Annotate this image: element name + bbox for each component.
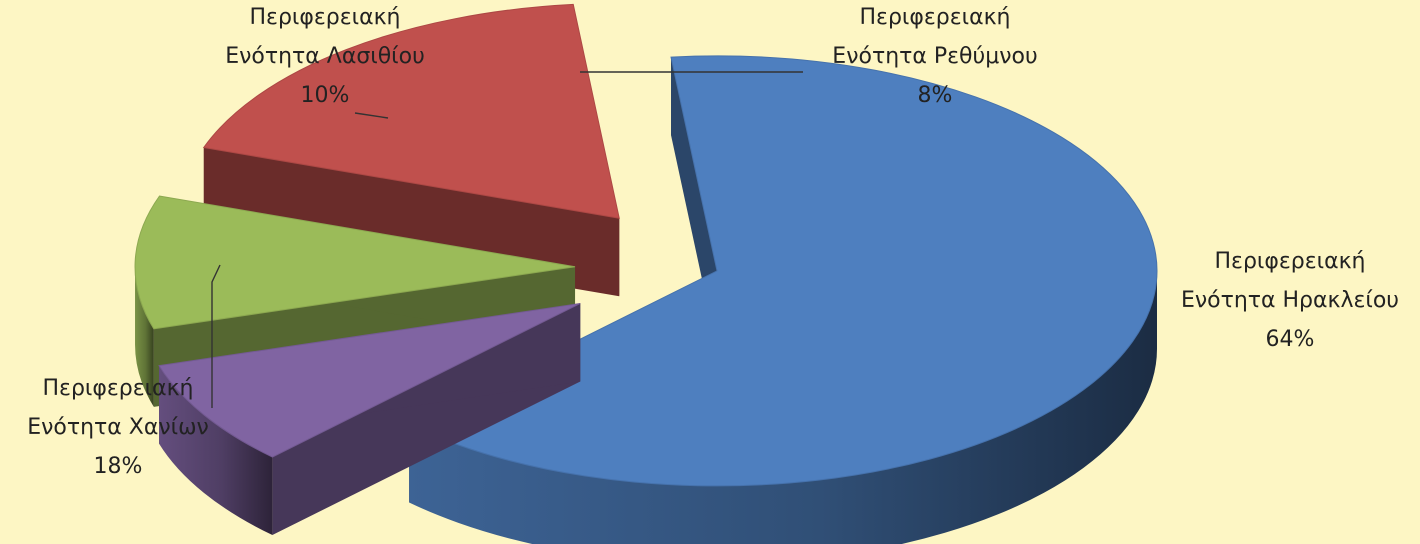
slice-data-label: Περιφερειακή Ενότητα Λασιθίου 10%	[225, 5, 425, 108]
slice-name-label: Ενότητα Ρεθύμνου	[832, 44, 1037, 69]
pie-slice	[158, 302, 581, 536]
pie-slice-top	[202, 3, 620, 219]
pie-slice-side	[159, 365, 273, 536]
data-labels-layer: Περιφερειακή Ενότητα Ηρακλείου 64%Περιφερε…	[27, 5, 1399, 479]
pie-slice-side	[135, 266, 154, 407]
slice-percent-label: 8%	[918, 83, 953, 108]
slice-name-label: Ενότητα Χανίων	[27, 415, 209, 440]
slice-data-label: Περιφερειακή Ενότητα Ρεθύμνου 8%	[832, 5, 1037, 108]
pie-slice-top	[158, 302, 581, 458]
leader-line	[354, 112, 389, 119]
pie-slice-side	[409, 270, 1157, 544]
pie-slice-top	[134, 195, 576, 330]
slice-percent-label: 18%	[94, 454, 143, 479]
slice-name-label: Ενότητα Ηρακλείου	[1181, 288, 1399, 313]
slice-data-label: Περιφερειακή Ενότητα Χανίων 18%	[27, 376, 209, 479]
slice-name-label: Περιφερειακή	[1215, 249, 1366, 274]
slice-name-label: Ενότητα Λασιθίου	[225, 44, 425, 69]
leader-lines-layer	[211, 71, 803, 408]
slice-percent-label: 64%	[1266, 327, 1315, 352]
slice-percent-label: 10%	[301, 83, 350, 108]
pie-slice-top	[408, 55, 1158, 487]
slices-layer	[134, 3, 1158, 544]
slice-name-label: Περιφερειακή	[860, 5, 1011, 30]
slice-name-label: Περιφερειακή	[250, 5, 401, 30]
leader-line	[211, 264, 221, 408]
slice-data-label: Περιφερειακή Ενότητα Ηρακλείου 64%	[1181, 249, 1399, 352]
pie-slice-wall	[671, 57, 717, 349]
slice-name-label: Περιφερειακή	[43, 376, 194, 401]
pie-slice	[408, 55, 1158, 544]
